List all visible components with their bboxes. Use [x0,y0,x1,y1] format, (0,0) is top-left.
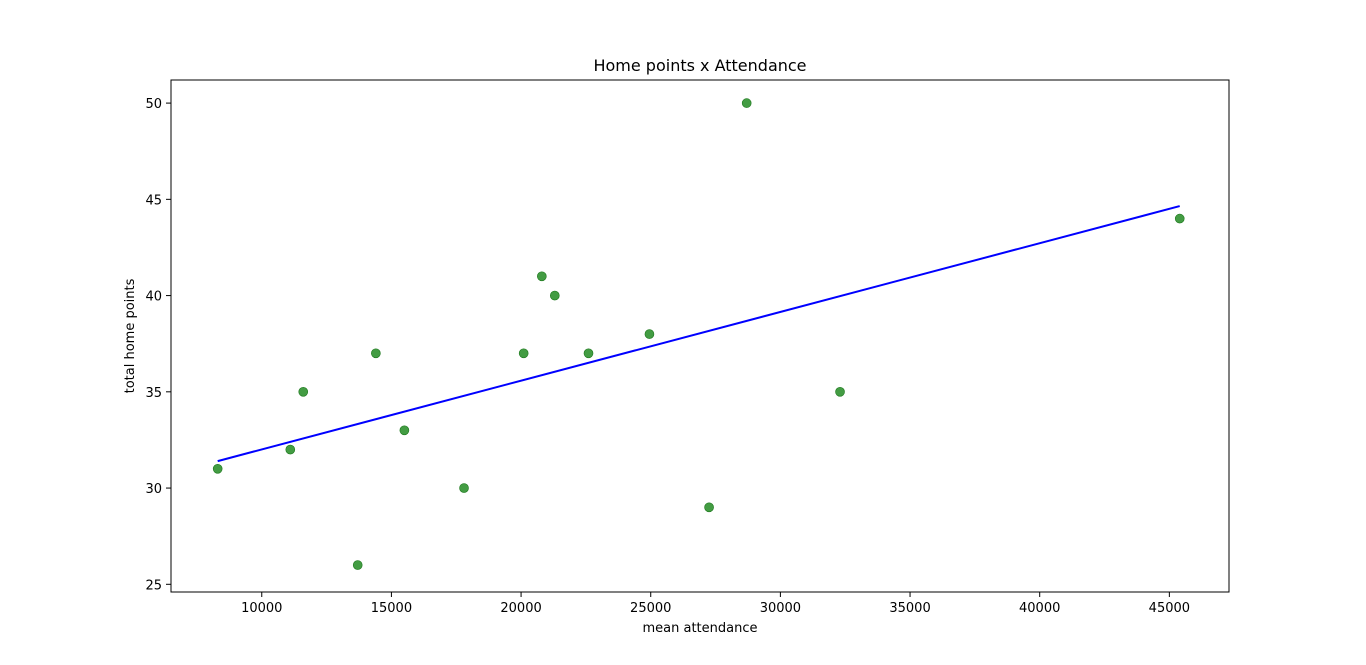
data-point [549,290,560,301]
x-tick-label: 35000 [889,601,930,616]
y-tick-label: 35 [145,386,162,401]
data-point [459,483,469,493]
x-axis-label: mean attendance [642,621,757,636]
data-point [704,502,714,513]
x-tick-label: 25000 [630,601,671,616]
data-point [518,348,529,359]
x-tick-label: 15000 [371,601,412,616]
axes-frame [170,79,1230,593]
data-point [644,329,655,339]
y-tick-label: 40 [145,290,162,305]
chart-title: Home points x Attendance [593,56,806,75]
y-tick-label: 25 [145,578,162,593]
x-tick-label: 45000 [1149,601,1190,616]
data-point [352,560,363,570]
data-point [1174,213,1185,224]
data-point [212,464,223,474]
x-tick-label: 40000 [1019,601,1060,616]
trend-line [217,205,1180,463]
x-tick-label: 10000 [241,601,282,616]
data-point [399,425,410,436]
data-point [371,348,381,359]
plot-area: 10000 15000 20000 25000 30000 35000 40000 45000… [145,79,1230,616]
x-tick-label: 30000 [760,601,801,616]
y-tick-label: 45 [145,193,162,208]
data-point [583,348,594,359]
data-point [741,98,752,108]
data-point [285,444,296,455]
y-tick-label: 30 [145,482,162,497]
y-axis-label: total home points [123,278,138,393]
data-point [298,387,309,397]
x-tick-label: 20000 [500,601,541,616]
data-point [537,271,547,282]
y-tick-label: 50 [145,97,162,112]
data-point [835,387,845,397]
